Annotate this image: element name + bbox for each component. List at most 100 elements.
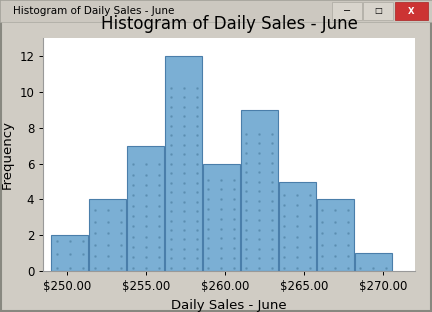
Point [307, 203, 314, 208]
Point [117, 265, 124, 270]
Point [269, 208, 276, 213]
Point [180, 237, 187, 242]
Point [180, 246, 187, 251]
Point [142, 203, 149, 208]
Point [345, 254, 352, 259]
Point [193, 218, 200, 223]
Point [243, 227, 250, 232]
Point [167, 190, 174, 195]
Point [256, 236, 263, 241]
Bar [355, 253, 392, 271]
Point [243, 265, 250, 270]
Point [256, 246, 263, 251]
Point [294, 265, 301, 270]
Point [155, 162, 162, 167]
Point [193, 246, 200, 251]
Point [294, 255, 301, 260]
Point [205, 177, 212, 182]
Point [218, 187, 225, 192]
Point [205, 226, 212, 231]
Point [155, 224, 162, 229]
Point [256, 160, 263, 165]
Point [180, 199, 187, 204]
Point [307, 255, 314, 260]
Point [180, 180, 187, 185]
Point [155, 255, 162, 260]
Point [256, 141, 263, 146]
Point [193, 95, 200, 100]
Point [231, 265, 238, 270]
Point [307, 213, 314, 218]
Point [167, 133, 174, 138]
Point [167, 208, 174, 213]
Point [142, 193, 149, 198]
Point [256, 265, 263, 270]
Point [91, 219, 98, 224]
Point [91, 231, 98, 236]
Point [180, 123, 187, 128]
Point [180, 85, 187, 90]
Point [243, 150, 250, 155]
Point [167, 237, 174, 242]
X-axis label: Daily Sales - June: Daily Sales - June [171, 299, 287, 312]
Bar [165, 56, 202, 271]
Point [129, 245, 136, 250]
Point [345, 265, 352, 270]
Point [281, 213, 288, 218]
Point [155, 183, 162, 188]
Point [104, 254, 111, 259]
Point [218, 256, 225, 261]
Point [180, 171, 187, 176]
Point [193, 237, 200, 242]
Point [383, 265, 390, 270]
Point [231, 236, 238, 241]
Point [142, 224, 149, 229]
Point [117, 219, 124, 224]
Point [193, 152, 200, 157]
Point [79, 238, 86, 243]
Point [319, 254, 326, 259]
Point [231, 217, 238, 222]
Point [319, 242, 326, 247]
Point [243, 160, 250, 165]
Point [243, 131, 250, 136]
Point [129, 172, 136, 177]
Point [332, 254, 339, 259]
Point [167, 142, 174, 147]
Title: Histogram of Daily Sales - June: Histogram of Daily Sales - June [101, 15, 357, 33]
Point [256, 179, 263, 184]
Bar [127, 145, 164, 271]
Point [193, 256, 200, 261]
Point [142, 255, 149, 260]
Point [231, 187, 238, 192]
Point [180, 265, 187, 270]
Point [281, 265, 288, 270]
Point [332, 242, 339, 247]
Point [129, 193, 136, 198]
Point [104, 265, 111, 270]
Point [205, 265, 212, 270]
Point [319, 265, 326, 270]
Point [193, 199, 200, 204]
Point [345, 208, 352, 213]
Point [256, 150, 263, 155]
Point [243, 256, 250, 261]
Point [370, 265, 377, 270]
Point [332, 219, 339, 224]
Point [281, 255, 288, 260]
Point [218, 197, 225, 202]
Point [256, 256, 263, 261]
Point [193, 190, 200, 195]
Point [129, 224, 136, 229]
Point [180, 105, 187, 110]
Point [155, 245, 162, 250]
FancyBboxPatch shape [395, 2, 428, 20]
Point [53, 252, 60, 257]
Point [269, 217, 276, 222]
Point [294, 213, 301, 218]
Point [129, 183, 136, 188]
Point [294, 193, 301, 197]
Point [243, 208, 250, 213]
Point [243, 236, 250, 241]
Point [104, 231, 111, 236]
